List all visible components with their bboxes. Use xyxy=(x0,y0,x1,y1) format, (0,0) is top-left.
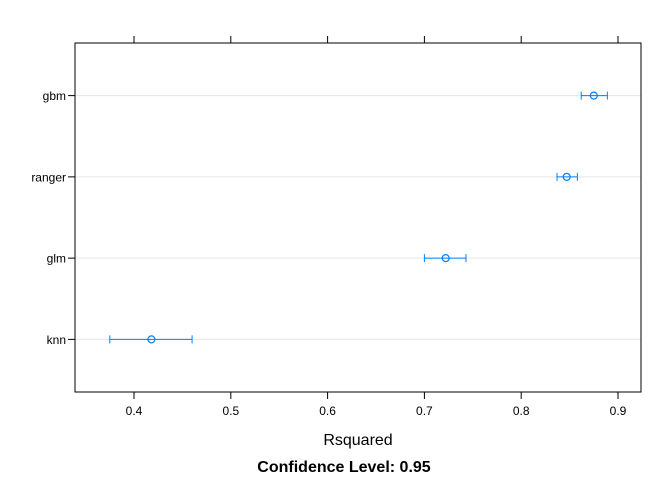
confidence-intervals xyxy=(109,91,608,344)
ci-knn xyxy=(109,335,193,344)
confidence-level-caption: Confidence Level: 0.95 xyxy=(257,459,430,476)
point-estimates xyxy=(147,91,598,344)
category-label-ranger: ranger xyxy=(31,170,66,184)
point-gbm xyxy=(589,91,598,100)
x-tick-label-1: 0.5 xyxy=(222,404,239,418)
x-axis-label: Rsquared xyxy=(323,432,392,449)
x-tick-label-4: 0.8 xyxy=(513,404,530,418)
category-label-gbm: gbm xyxy=(43,89,66,103)
ci-gbm xyxy=(580,91,608,100)
x-tick-labels: 0.4 0.5 0.6 0.7 0.8 0.9 xyxy=(126,404,627,418)
ci-glm xyxy=(423,254,467,263)
x-tick-label-3: 0.7 xyxy=(416,404,433,418)
category-label-knn: knn xyxy=(47,333,66,347)
point-glm xyxy=(441,254,450,263)
category-labels: gbm ranger glm knn xyxy=(31,89,66,347)
x-tick-label-5: 0.9 xyxy=(610,404,627,418)
ci-ranger xyxy=(556,172,578,181)
plot-frame xyxy=(74,42,642,393)
axis-ticks xyxy=(68,36,619,399)
x-tick-label-2: 0.6 xyxy=(319,404,336,418)
x-tick-label-0: 0.4 xyxy=(126,404,143,418)
point-ranger xyxy=(562,172,571,181)
category-label-glm: glm xyxy=(47,252,66,266)
point-knn xyxy=(147,335,156,344)
